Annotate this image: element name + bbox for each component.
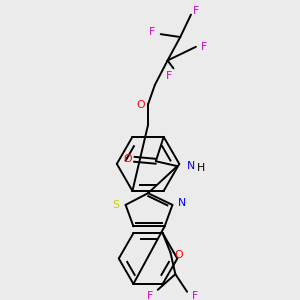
Text: F: F xyxy=(149,27,155,37)
Text: S: S xyxy=(112,200,119,210)
Text: F: F xyxy=(200,42,207,52)
Text: N: N xyxy=(178,198,186,208)
Text: F: F xyxy=(165,71,172,81)
Text: H: H xyxy=(197,163,205,173)
Text: O: O xyxy=(136,100,145,110)
Text: F: F xyxy=(193,6,199,16)
Text: N: N xyxy=(187,161,195,171)
Text: F: F xyxy=(192,291,198,300)
Text: O: O xyxy=(123,154,132,164)
Text: O: O xyxy=(174,250,183,260)
Text: F: F xyxy=(147,291,153,300)
